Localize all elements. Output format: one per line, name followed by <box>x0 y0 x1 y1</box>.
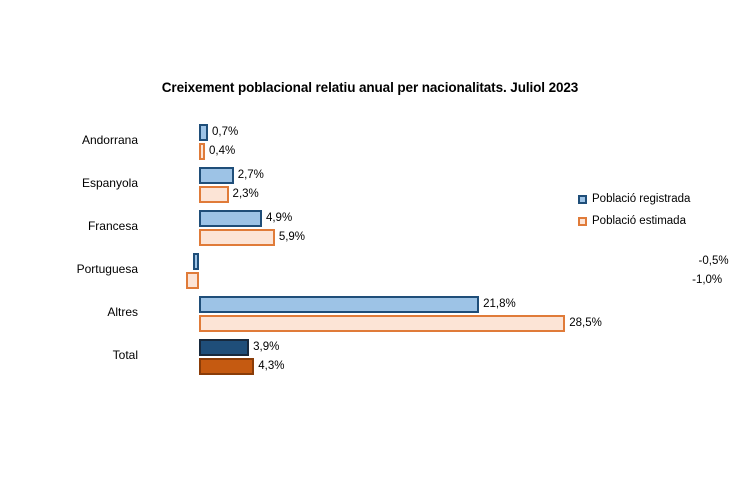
bar-value-altres-estimada: 28,5% <box>569 317 602 329</box>
bar-espanyola-registrada[interactable] <box>199 167 234 184</box>
bar-total-registrada[interactable] <box>199 339 250 356</box>
bar-value-espanyola-estimada: 2,3% <box>232 188 259 200</box>
legend-item-registrada[interactable]: Població registrada <box>578 188 738 210</box>
chart-legend: Població registrada Població estimada <box>578 188 738 232</box>
chart-row-francesa: Francesa 4,9% 5,9% <box>0 208 740 251</box>
bar-value-altres-registrada: 21,8% <box>483 298 516 310</box>
bar-portuguesa-estimada[interactable] <box>186 272 199 289</box>
category-label-espanyola: Espanyola <box>81 176 138 190</box>
chart-row-andorrana: Andorrana 0,7% 0,4% <box>0 122 740 165</box>
bar-value-portuguesa-estimada: -1,0% <box>692 274 723 286</box>
bar-value-portuguesa-registrada: -0,5% <box>698 255 729 267</box>
bar-francesa-estimada[interactable] <box>199 229 275 246</box>
legend-item-estimada[interactable]: Població estimada <box>578 210 738 232</box>
bar-value-andorrana-registrada: 0,7% <box>211 126 239 138</box>
chart-row-portuguesa: Portuguesa -0,5% -1,0% <box>0 251 740 294</box>
bar-andorrana-registrada[interactable] <box>199 124 208 141</box>
bar-group: 0,7% 0,4% <box>199 124 739 163</box>
bar-group: -0,5% -1,0% <box>186 253 739 292</box>
chart-title: Creixement poblacional relatiu anual per… <box>161 80 579 95</box>
bar-value-francesa-estimada: 5,9% <box>278 231 306 243</box>
bar-andorrana-estimada[interactable] <box>199 143 205 160</box>
legend-label-registrada: Població registrada <box>592 193 691 205</box>
bar-total-estimada[interactable] <box>199 358 255 375</box>
plot-area: Andorrana 0,7% 0,4% Espanyola 2,7% 2,3% France… <box>0 122 740 384</box>
bar-portuguesa-registrada[interactable] <box>192 253 199 270</box>
bar-group: 3,9% 4,3% <box>199 339 739 378</box>
bar-value-total-registrada: 3,9% <box>253 341 280 353</box>
category-label-andorrana: Andorrana <box>81 133 138 147</box>
bar-group: 4,9% 5,9% <box>199 210 739 249</box>
bar-value-francesa-registrada: 4,9% <box>265 212 293 224</box>
bar-espanyola-estimada[interactable] <box>199 186 229 203</box>
category-label-francesa: Francesa <box>87 219 138 233</box>
bar-group: 21,8% 28,5% <box>199 296 739 335</box>
bar-altres-registrada[interactable] <box>199 296 480 313</box>
bar-group: 2,7% 2,3% <box>199 167 739 206</box>
category-label-portuguesa: Portuguesa <box>76 262 138 276</box>
category-label-altres: Altres <box>107 305 138 319</box>
bar-value-espanyola-registrada: 2,7% <box>237 169 264 181</box>
chart-row-espanyola: Espanyola 2,7% 2,3% <box>0 165 740 208</box>
chart-row-altres: Altres 21,8% 28,5% <box>0 294 740 337</box>
legend-label-estimada: Població estimada <box>592 215 686 227</box>
bar-altres-estimada[interactable] <box>199 315 566 332</box>
legend-swatch-registrada-icon <box>578 194 587 204</box>
chart-row-total: Total 3,9% 4,3% <box>0 337 740 380</box>
category-label-total: Total <box>112 348 138 362</box>
bar-value-total-estimada: 4,3% <box>258 360 285 372</box>
bar-francesa-registrada[interactable] <box>199 210 262 227</box>
bar-value-andorrana-estimada: 0,4% <box>209 145 236 157</box>
legend-swatch-estimada-icon <box>578 216 587 226</box>
